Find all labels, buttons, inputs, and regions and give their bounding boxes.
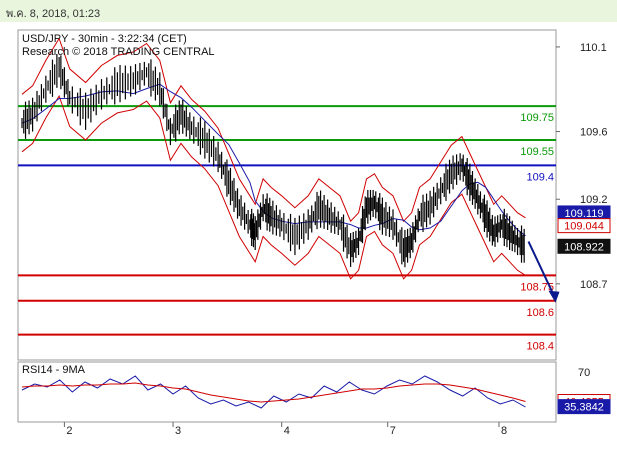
rsi-panel-frame [17, 361, 557, 423]
forecast-arrow-shaft [527, 241, 556, 298]
rsi-title: RSI14 - 9MA [22, 364, 86, 376]
x-tick-label: 4 [284, 425, 290, 437]
rsi-y-tick-label: 70 [578, 367, 590, 379]
x-tick-label: 3 [175, 425, 181, 437]
lower-band-line [21, 94, 526, 280]
chart-subtitle: Research © 2018 TRADING CENTRAL [22, 46, 215, 58]
x-tick-label: 7 [390, 425, 396, 437]
level-label: 109.55 [520, 146, 554, 158]
level-label: 109.75 [520, 112, 554, 124]
main-panel-frame [17, 29, 557, 361]
y-tick-label: 109.6 [580, 127, 608, 139]
y-tick-label: 110.1 [580, 42, 607, 54]
y-tick-label: 109.2 [580, 194, 608, 206]
rsi-marker-label: 35.3842 [564, 402, 604, 414]
level-label: 108.75 [520, 281, 554, 293]
x-tick-label: 2 [66, 425, 72, 437]
rsi-marker-box [557, 399, 611, 415]
chart-title: USD/JPY - 30min - 3:22:34 (CET) [22, 33, 187, 45]
price-marker-box [557, 218, 611, 234]
y-tick-label: 108.7 [580, 279, 608, 291]
upper-band-line [21, 37, 526, 223]
price-marker-box [557, 238, 611, 254]
price-marker-label: 109.044 [564, 221, 604, 233]
header-datetime: พ.ค. 8, 2018, 01:23 [6, 8, 101, 20]
level-label: 108.4 [526, 341, 554, 353]
forex-chart: 109.75 109.55 109.4 108.75 108.6 108.4 110.1 10… [17, 29, 611, 437]
x-tick-label: 8 [501, 425, 507, 437]
price-marker-label: 109.119 [565, 208, 604, 220]
rsi-series-line [21, 382, 526, 403]
header-bar: พ.ค. 8, 2018, 01:23 [0, 0, 617, 22]
level-label: 109.4 [526, 171, 554, 183]
level-label: 108.6 [526, 307, 554, 319]
price-marker-label: 108.922 [564, 241, 604, 253]
forecast-arrow-head [548, 290, 560, 303]
